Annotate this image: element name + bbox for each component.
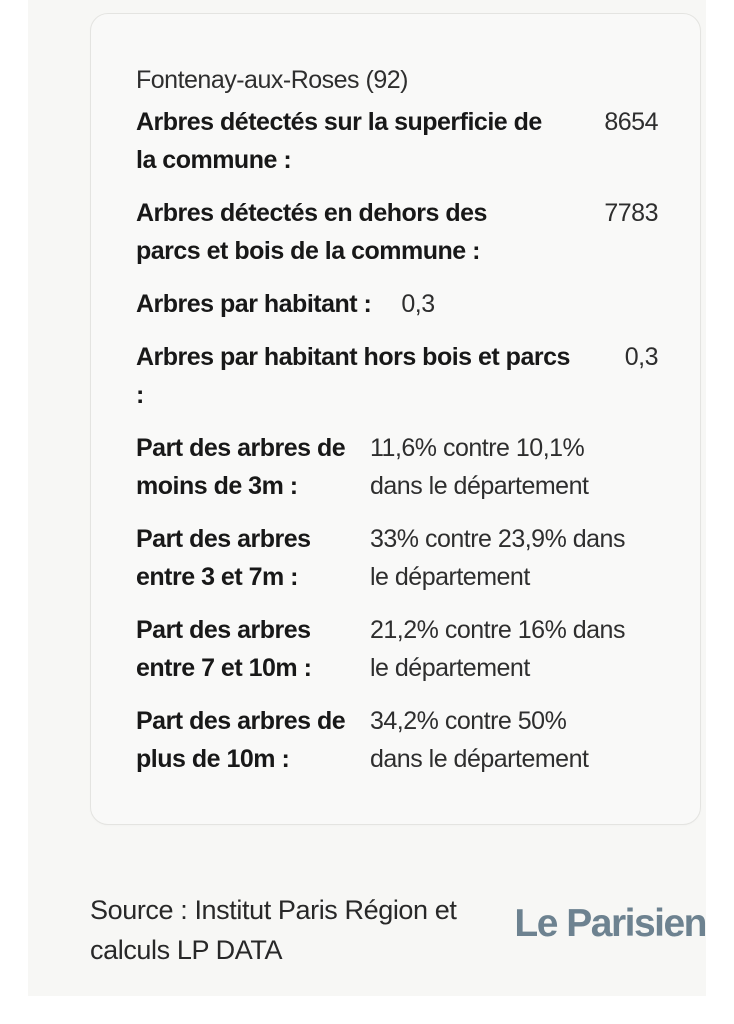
stat-value: 0,3 bbox=[624, 343, 659, 371]
infographic-panel: Fontenay-aux-Roses (92) Arbres détectés … bbox=[28, 0, 707, 996]
stat-label: Arbres par habitant : bbox=[136, 290, 372, 318]
footer: Source : Institut Paris Région et calcul… bbox=[90, 890, 707, 970]
stat-label: Arbres détectés sur la superficie de la … bbox=[136, 108, 542, 174]
stat-value: 11,6% contre 10,1% dans le département bbox=[370, 434, 589, 500]
stat-value: 34,2% contre 50% dans le département bbox=[370, 707, 589, 773]
stat-label: Part des arbres entre 3 et 7m : bbox=[136, 525, 311, 591]
stat-row-part-3-7m: Part des arbres entre 3 et 7m : 33% cont… bbox=[136, 520, 658, 596]
stat-value: 21,2% contre 16% dans le département bbox=[370, 616, 625, 682]
stat-label: Part des arbres entre 7 et 10m : bbox=[136, 616, 312, 682]
stat-label: Arbres détectés en dehors des parcs et b… bbox=[136, 199, 487, 265]
stat-value: 8654 bbox=[604, 108, 658, 136]
stat-label: Arbres par habitant hors bois et parcs : bbox=[136, 343, 570, 409]
stat-row-arbres-hors-parcs: Arbres détectés en dehors des parcs et b… bbox=[136, 194, 658, 270]
stat-label: Part des arbres de plus de 10m : bbox=[136, 707, 346, 773]
source-credit: Source : Institut Paris Région et calcul… bbox=[90, 895, 457, 965]
stat-value: 33% contre 23,9% dans le département bbox=[370, 525, 625, 591]
stat-label: Part des arbres de moins de 3m : bbox=[136, 434, 346, 500]
stat-row-arbres-par-habitant: Arbres par habitant : 0,3 bbox=[136, 285, 658, 323]
stat-row-part-moins-3m: Part des arbres de moins de 3m : 11,6% c… bbox=[136, 429, 658, 505]
stats-card: Fontenay-aux-Roses (92) Arbres détectés … bbox=[90, 13, 701, 825]
stat-row-arbres-superficie: Arbres détectés sur la superficie de la … bbox=[136, 103, 658, 179]
stat-row-part-plus-10m: Part des arbres de plus de 10m : 34,2% c… bbox=[136, 702, 658, 778]
le-parisien-logo: Le Parisien bbox=[514, 902, 707, 945]
stat-value: 0,3 bbox=[401, 290, 435, 318]
commune-title: Fontenay-aux-Roses (92) bbox=[136, 66, 408, 94]
stat-row-arbres-par-habitant-hors-bois: Arbres par habitant hors bois et parcs :… bbox=[136, 338, 659, 414]
stat-row-part-7-10m: Part des arbres entre 7 et 10m : 21,2% c… bbox=[136, 611, 658, 687]
stat-value: 7783 bbox=[604, 199, 658, 227]
